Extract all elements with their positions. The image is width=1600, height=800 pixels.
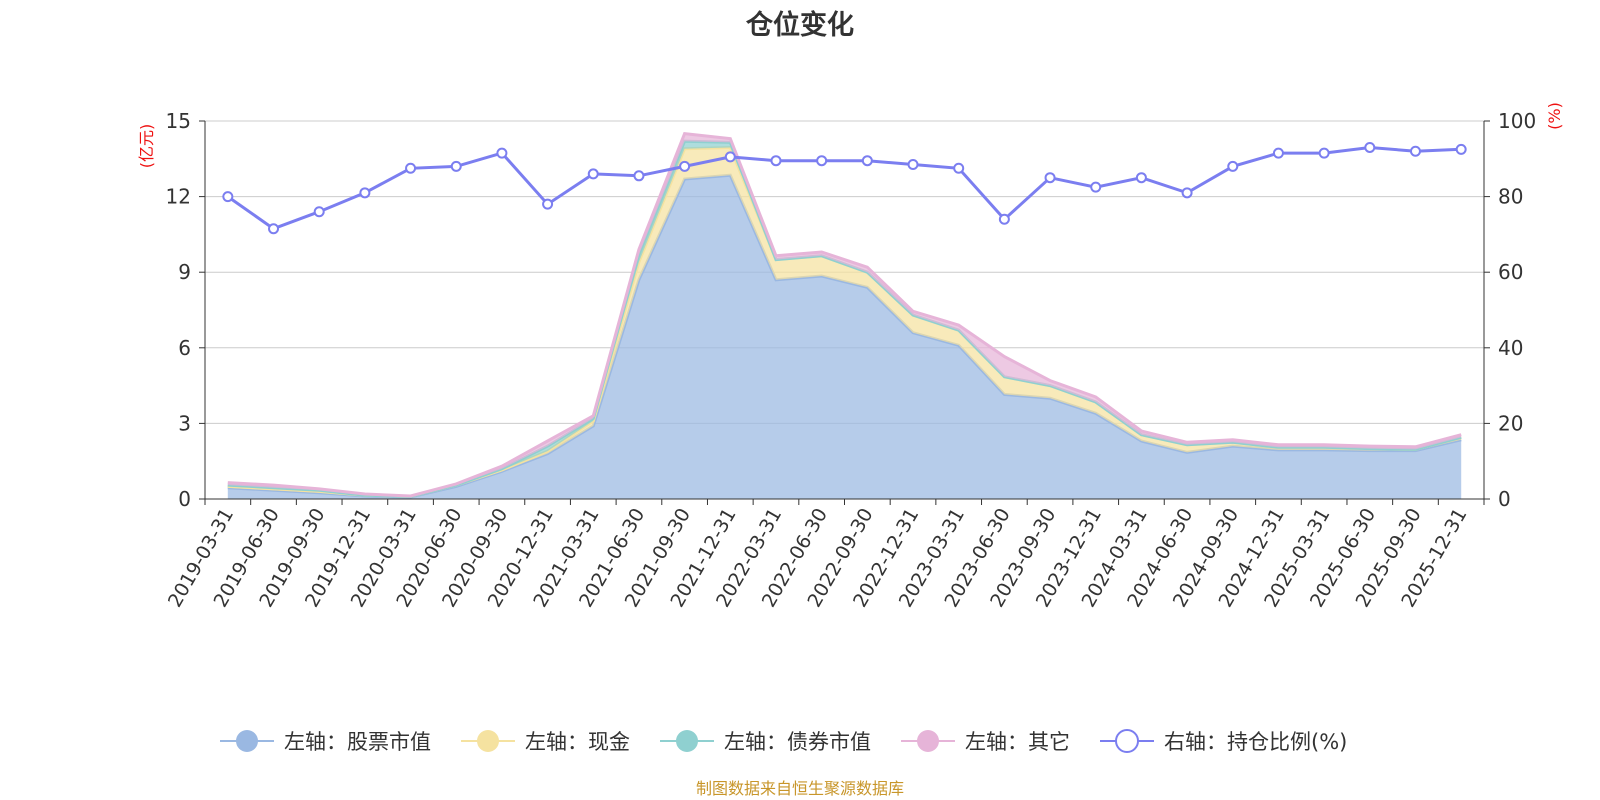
right-axis-tick-label: 0 [1498,487,1511,511]
ratio-point [313,206,325,218]
legend-marker [236,730,258,752]
legend-item: 右轴：持仓比例(%) [1100,729,1347,754]
ratio-point [1181,187,1193,199]
legend-marker [1115,729,1139,753]
legend-label: 左轴：其它 [965,730,1070,754]
legend-label: 左轴：债券市值 [724,730,871,754]
legend-marker [477,730,499,752]
left-axis-tick-label: 0 [178,487,191,511]
legend-marker [917,730,939,752]
ratio-point [1044,172,1056,184]
ratio-point [770,155,782,167]
right-axis-unit: (%) [1545,102,1564,130]
ratio-point [1409,145,1421,157]
ratio-point [1364,141,1376,153]
stacked-areas [227,131,1462,499]
ratio-point [1090,181,1102,193]
left-axis-tick-label: 6 [178,336,191,360]
ratio-point [953,162,965,174]
ratio-line-path [226,145,1462,231]
left-axis-tick-label: 12 [166,185,191,209]
ratio-point [998,213,1010,225]
right-axis-tick-label: 80 [1498,185,1523,209]
ratio-point [1135,172,1147,184]
right-axis-tick-label: 40 [1498,336,1523,360]
area-左轴：股票市值 [227,175,1462,499]
ratio-point [587,168,599,180]
ratio-point [633,170,645,182]
legend-label: 左轴：股票市值 [284,730,431,754]
left-axis-tick-label: 9 [178,260,191,284]
legend-marker [676,730,698,752]
chart-title: 仓位变化 [745,9,854,41]
left-axis-tick-label: 15 [166,109,191,133]
left-axis-unit: (亿元) [137,124,156,169]
legend-label: 左轴：现金 [525,730,630,754]
legend-item: 左轴：其它 [901,730,1070,754]
ratio-point [542,198,554,210]
left-axis-tick-label: 3 [178,411,191,435]
legend: 左轴：股票市值 左轴：现金 左轴：债券市值 左轴：其它 右轴：持仓比例(%) [220,729,1347,754]
ratio-point [1455,143,1467,155]
ratio-point [222,191,234,203]
legend-item: 左轴：债券市值 [660,730,871,754]
ratio-point [268,223,280,235]
legend-label: 右轴：持仓比例(%) [1164,730,1347,754]
ratio-point [1318,147,1330,159]
ratio-point [1227,160,1239,172]
ratio-point [861,155,873,167]
legend-item: 左轴：股票市值 [220,730,431,754]
ratio-point [359,187,371,199]
ratio-point [405,162,417,174]
legend-item: 左轴：现金 [461,730,630,754]
data-source-note: 制图数据来自恒生聚源数据库 [696,779,904,798]
ratio-point [907,158,919,170]
right-axis-tick-label: 60 [1498,260,1523,284]
ratio-point [679,160,691,172]
right-axis-tick-label: 20 [1498,411,1523,435]
right-axis-tick-label: 100 [1498,109,1536,133]
area-edge-左轴：其它 [227,131,1462,498]
ratio-point [496,147,508,159]
holding-ratio-line [222,141,1467,235]
ratio-point [724,151,736,163]
ratio-point [1272,147,1284,159]
ratio-point [450,160,462,172]
ratio-point [816,155,828,167]
